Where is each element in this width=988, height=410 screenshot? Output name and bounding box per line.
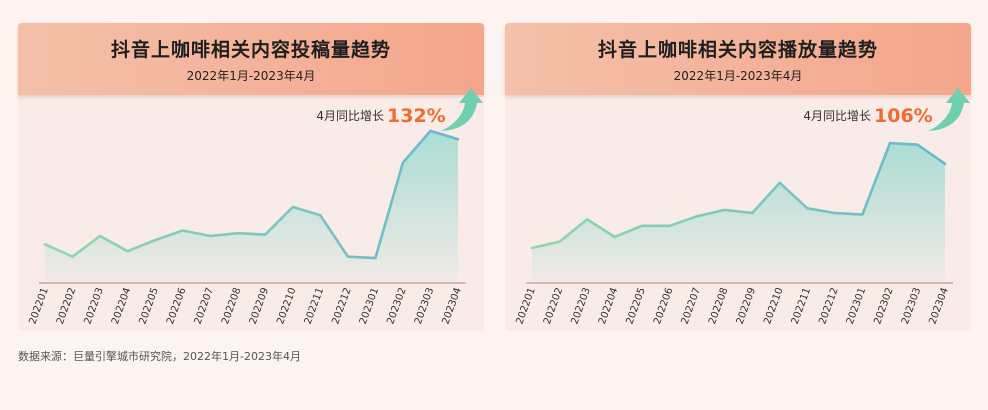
x-tick-label: 202206 <box>165 286 188 326</box>
data-point <box>833 212 836 215</box>
x-tick-label: 202205 <box>138 286 161 326</box>
x-tick-label: 202207 <box>680 286 703 326</box>
data-point <box>613 235 616 238</box>
x-tick-label: 202208 <box>220 286 243 326</box>
x-tick-label: 202202 <box>542 286 565 326</box>
x-tick-label: 202207 <box>193 286 216 326</box>
data-point <box>641 224 644 227</box>
x-tick-label: 202304 <box>440 286 463 326</box>
data-point <box>861 213 864 216</box>
data-point <box>751 212 754 215</box>
x-tick-label: 202210 <box>275 286 298 326</box>
data-point <box>916 143 919 146</box>
play-trend-panel: 抖音上咖啡相关内容播放量趋势 2022年1月-2023年4月 202201 202… <box>505 23 971 331</box>
series-line <box>43 129 460 260</box>
upload-trend-chart: 202201 202202 202203 202204 202205 202206 2022… <box>27 88 483 326</box>
data-point <box>944 162 947 165</box>
upload-trend-panel: 抖音上咖啡相关内容投稿量趋势 2022年1月-2023年4月 202201 202… <box>18 23 484 331</box>
growth-label: 4月同比增长 <box>803 109 871 123</box>
panel-header: 抖音上咖啡相关内容播放量趋势 2022年1月-2023年4月 <box>505 23 971 95</box>
x-tick-label: 202209 <box>735 286 758 326</box>
x-tick-label: 202302 <box>385 286 408 326</box>
x-tick-label: 202301 <box>358 286 381 326</box>
panel-header: 抖音上咖啡相关内容投稿量趋势 2022年1月-2023年4月 <box>18 23 484 95</box>
data-point <box>374 257 377 260</box>
data-point <box>778 181 781 184</box>
growth-arrow-icon <box>928 88 970 131</box>
x-tick-label: 202202 <box>55 286 78 326</box>
growth-value: 106% <box>874 105 933 127</box>
x-tick-label: 202210 <box>762 286 785 326</box>
data-point <box>181 229 184 232</box>
data-point <box>319 214 322 217</box>
data-point <box>236 232 239 235</box>
x-tick-label: 202206 <box>652 286 675 326</box>
x-tick-label: 202208 <box>707 286 730 326</box>
x-tick-label: 202304 <box>927 286 950 326</box>
data-point <box>209 234 212 237</box>
data-point <box>99 234 102 237</box>
data-point <box>531 247 534 250</box>
play-trend-chart: 202201 202202 202203 202204 202205 202206 2022… <box>514 88 970 326</box>
chart-subtitle: 2022年1月-2023年4月 <box>186 69 316 83</box>
data-point <box>291 205 294 208</box>
x-tick-label: 202204 <box>597 286 620 326</box>
x-tick-label: 202303 <box>413 286 436 326</box>
area-fill <box>532 143 945 283</box>
x-tick-label: 202203 <box>83 286 106 326</box>
x-tick-label: 202212 <box>330 286 353 326</box>
x-tick-label: 202205 <box>625 286 648 326</box>
chart-title: 抖音上咖啡相关内容投稿量趋势 <box>110 39 391 61</box>
chart-subtitle: 2022年1月-2023年4月 <box>673 69 803 83</box>
data-point <box>723 208 726 211</box>
data-point <box>586 218 589 221</box>
x-tick-label: 202211 <box>790 286 813 326</box>
area-fill <box>45 130 458 283</box>
x-tick-label: 202212 <box>817 286 840 326</box>
data-source-note: 数据来源：巨量引擎城市研究院，2022年1月-2023年4月 <box>18 350 301 363</box>
data-point <box>401 161 404 164</box>
x-tick-label: 202203 <box>570 286 593 326</box>
data-point <box>558 240 561 243</box>
x-tick-label: 202201 <box>514 286 537 326</box>
data-point <box>806 207 809 210</box>
x-tick-label: 202303 <box>900 286 923 326</box>
chart-title: 抖音上咖啡相关内容播放量趋势 <box>597 39 878 61</box>
data-point <box>346 255 349 258</box>
x-tick-label: 202209 <box>248 286 271 326</box>
growth-value: 132% <box>387 105 446 127</box>
data-point <box>429 129 432 132</box>
series-line <box>530 141 947 250</box>
data-point <box>154 239 157 242</box>
data-point <box>696 215 699 218</box>
x-tick-label: 202302 <box>872 286 895 326</box>
x-tick-label: 202204 <box>110 286 133 326</box>
data-point <box>264 233 267 236</box>
x-tick-label: 202201 <box>27 286 50 326</box>
data-point <box>126 250 129 253</box>
data-point <box>71 255 74 258</box>
data-point <box>888 142 891 145</box>
growth-label: 4月同比增长 <box>316 109 384 123</box>
growth-arrow-icon <box>441 88 483 131</box>
data-point <box>668 224 671 227</box>
x-tick-label: 202211 <box>303 286 326 326</box>
x-tick-label: 202301 <box>845 286 868 326</box>
data-point <box>457 138 460 141</box>
data-point <box>44 243 47 246</box>
